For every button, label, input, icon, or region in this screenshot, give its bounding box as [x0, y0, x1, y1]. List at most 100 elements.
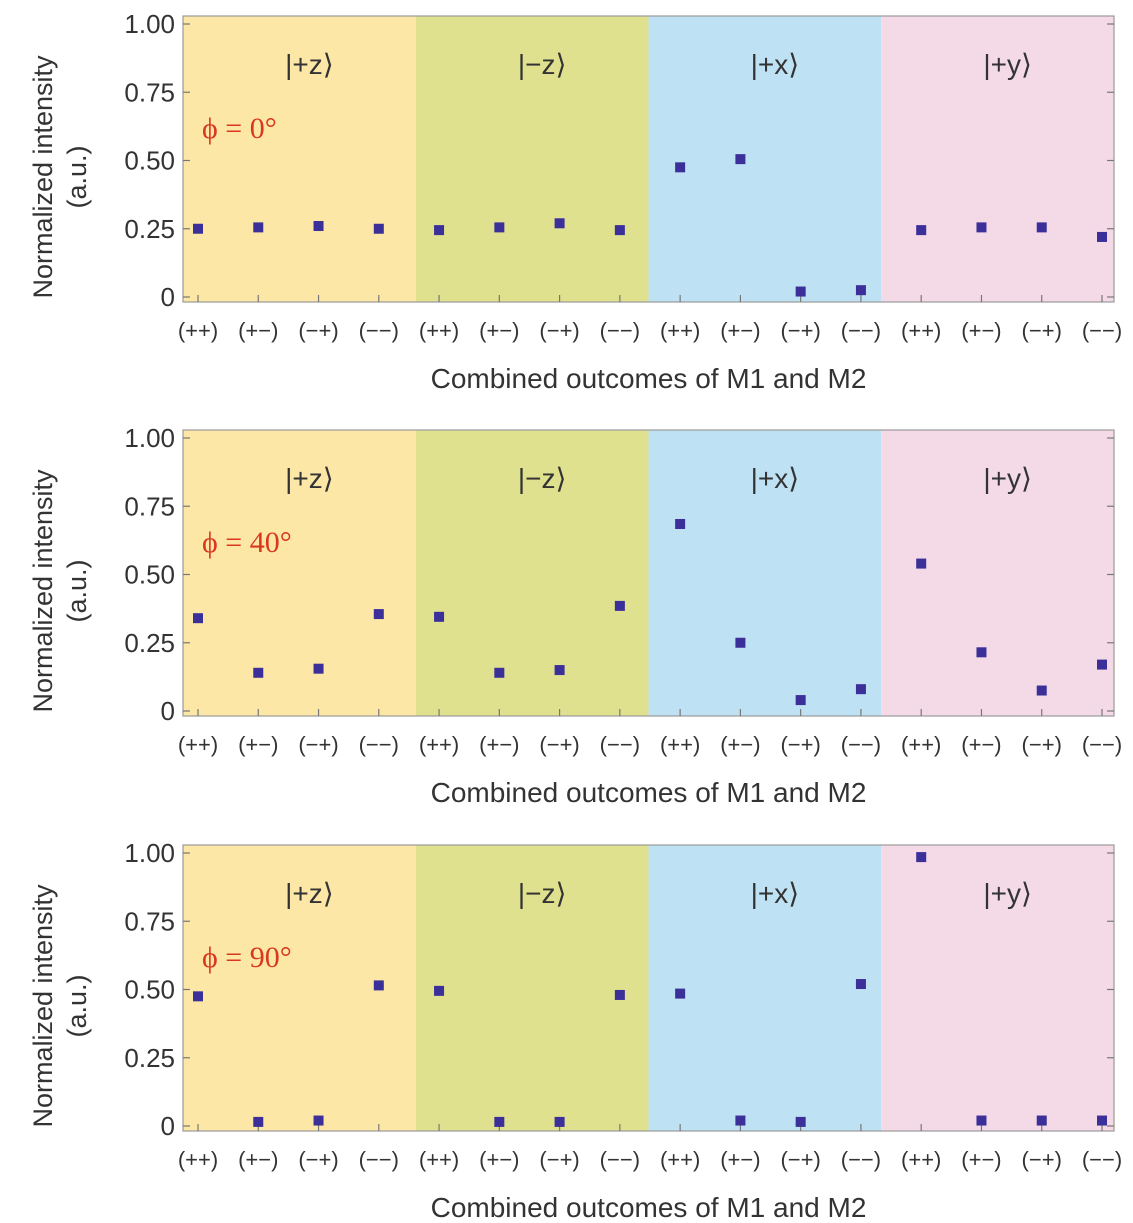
data-point: [253, 222, 264, 233]
x-tick-label: (−−): [600, 1147, 640, 1172]
x-tick-label: (+−): [238, 1147, 278, 1172]
x-tick-label: (+−): [961, 318, 1001, 343]
y-axis-label: Normalized intensity (a.u.): [28, 884, 92, 1128]
data-point: [373, 980, 384, 991]
data-point: [253, 667, 264, 678]
x-tick-label: (++): [419, 318, 459, 343]
y-tick-label: 1.00: [124, 423, 175, 453]
group-label: |−z⟩: [518, 463, 567, 494]
x-tick-label: (−−): [841, 1147, 881, 1172]
group-band-3: [648, 845, 882, 1131]
x-tick-label: (+−): [720, 732, 760, 757]
group-band-3: [648, 430, 882, 716]
group-band-4: [881, 845, 1114, 1131]
chart-panel-1: |+z⟩ |−z⟩ |+x⟩ |+y⟩ ϕ = 0° 0 0.25 0.50 0.75 1.00 N…: [28, 9, 1122, 394]
data-point: [554, 1116, 565, 1127]
y-tick-label: 0.25: [124, 1043, 175, 1073]
x-tick-label: (−−): [600, 318, 640, 343]
x-tick-label: (−−): [1082, 318, 1122, 343]
data-point: [554, 665, 565, 676]
x-tick-label: (−+): [780, 1147, 820, 1172]
x-tick-label: (−−): [1082, 1147, 1122, 1172]
x-tick-label: (−−): [359, 1147, 399, 1172]
x-axis-label: Combined outcomes of M1 and M2: [431, 363, 867, 394]
group-band-4: [881, 430, 1114, 716]
group-label: |+y⟩: [983, 463, 1032, 494]
group-band-3: [648, 16, 882, 302]
data-point: [675, 988, 686, 999]
group-label: |+z⟩: [285, 49, 334, 80]
data-point: [855, 684, 866, 695]
data-point: [735, 637, 746, 648]
x-tick-label: (++): [901, 732, 941, 757]
x-tick-label: (+−): [238, 318, 278, 343]
data-point: [855, 979, 866, 990]
data-point: [735, 1115, 746, 1126]
data-point: [675, 162, 686, 173]
x-tick-label: (−+): [780, 318, 820, 343]
x-tick-label: (+−): [479, 318, 519, 343]
y-tick-label: 0.50: [124, 560, 175, 590]
x-tick-label: (+−): [961, 732, 1001, 757]
data-point: [373, 223, 384, 234]
data-point: [313, 1115, 324, 1126]
data-point: [1036, 685, 1047, 696]
data-point: [916, 225, 927, 236]
x-tick-label: (−+): [539, 318, 579, 343]
x-tick-label: (++): [660, 318, 700, 343]
x-tick-label: (+−): [479, 732, 519, 757]
x-tick-label: (−+): [298, 1147, 338, 1172]
x-tick-label: (++): [419, 1147, 459, 1172]
x-tick-label: (−−): [841, 318, 881, 343]
x-tick-label: (++): [178, 1147, 218, 1172]
data-point: [795, 1116, 806, 1127]
y-tick-label: 0.75: [124, 906, 175, 936]
x-tick-label: (−+): [539, 1147, 579, 1172]
data-point: [193, 223, 203, 234]
phi-annotation: ϕ = 0°: [202, 112, 277, 145]
data-point: [193, 613, 203, 624]
group-label: |+z⟩: [285, 878, 334, 909]
x-tick-label: (−−): [600, 732, 640, 757]
y-tick-label: 0.50: [124, 146, 175, 176]
data-point: [1097, 659, 1107, 670]
y-tick-label: 0.25: [124, 214, 175, 244]
data-point: [1036, 1115, 1047, 1126]
chart-panel-2: |+z⟩ |−z⟩ |+x⟩ |+y⟩ ϕ = 40° 0 0.25 0.50 0.75 1.00…: [28, 423, 1122, 808]
phi-annotation: ϕ = 90°: [202, 941, 292, 974]
data-point: [494, 222, 505, 233]
data-point: [1036, 222, 1047, 233]
y-tick-label: 0: [161, 1111, 175, 1141]
data-point: [313, 663, 324, 674]
data-point: [193, 991, 203, 1002]
group-band-1: [183, 16, 416, 302]
group-label: |−z⟩: [518, 878, 567, 909]
data-point: [614, 600, 625, 611]
data-point: [373, 609, 384, 620]
plot-frame: [182, 15, 1115, 303]
group-band-4: [881, 16, 1114, 302]
group-band-2: [415, 430, 649, 716]
group-label: |+x⟩: [751, 463, 800, 494]
data-point: [976, 1115, 987, 1126]
x-axis-label: Combined outcomes of M1 and M2: [431, 777, 867, 808]
x-tick-label: (−+): [1022, 318, 1062, 343]
x-tick-label: (−−): [359, 732, 399, 757]
data-point: [313, 221, 324, 232]
x-tick-label: (−−): [359, 318, 399, 343]
data-point: [494, 667, 505, 678]
group-band-2: [415, 845, 649, 1131]
y-tick-label: 0.25: [124, 628, 175, 658]
data-point: [795, 695, 806, 706]
data-point: [916, 852, 927, 863]
data-point: [795, 286, 806, 297]
y-axis-label: Normalized intensity (a.u.): [28, 469, 92, 713]
x-tick-label: (++): [178, 732, 218, 757]
data-point: [253, 1116, 264, 1127]
data-point: [554, 218, 565, 229]
data-point: [434, 985, 445, 996]
x-tick-label: (−−): [841, 732, 881, 757]
x-axis-label: Combined outcomes of M1 and M2: [431, 1192, 867, 1223]
data-point: [434, 225, 445, 236]
y-tick-label: 1.00: [124, 9, 175, 39]
